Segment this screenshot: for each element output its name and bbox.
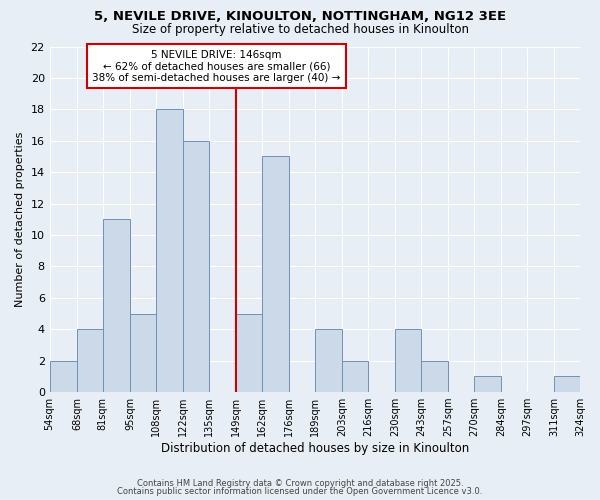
- Bar: [236, 314, 262, 392]
- Text: Size of property relative to detached houses in Kinoulton: Size of property relative to detached ho…: [131, 22, 469, 36]
- Text: 5 NEVILE DRIVE: 146sqm
← 62% of detached houses are smaller (66)
38% of semi-det: 5 NEVILE DRIVE: 146sqm ← 62% of detached…: [92, 50, 341, 83]
- Text: Contains HM Land Registry data © Crown copyright and database right 2025.: Contains HM Land Registry data © Crown c…: [137, 478, 463, 488]
- Bar: [156, 110, 183, 392]
- Bar: [474, 376, 502, 392]
- Y-axis label: Number of detached properties: Number of detached properties: [15, 132, 25, 307]
- Bar: [315, 330, 343, 392]
- Bar: [183, 141, 209, 392]
- Bar: [262, 156, 289, 392]
- X-axis label: Distribution of detached houses by size in Kinoulton: Distribution of detached houses by size …: [161, 442, 469, 455]
- Bar: [130, 314, 156, 392]
- Bar: [395, 330, 421, 392]
- Bar: [554, 376, 580, 392]
- Bar: [77, 330, 103, 392]
- Bar: [421, 360, 448, 392]
- Bar: [103, 220, 130, 392]
- Bar: [343, 360, 368, 392]
- Text: 5, NEVILE DRIVE, KINOULTON, NOTTINGHAM, NG12 3EE: 5, NEVILE DRIVE, KINOULTON, NOTTINGHAM, …: [94, 10, 506, 23]
- Text: Contains public sector information licensed under the Open Government Licence v3: Contains public sector information licen…: [118, 487, 482, 496]
- Bar: [50, 360, 77, 392]
